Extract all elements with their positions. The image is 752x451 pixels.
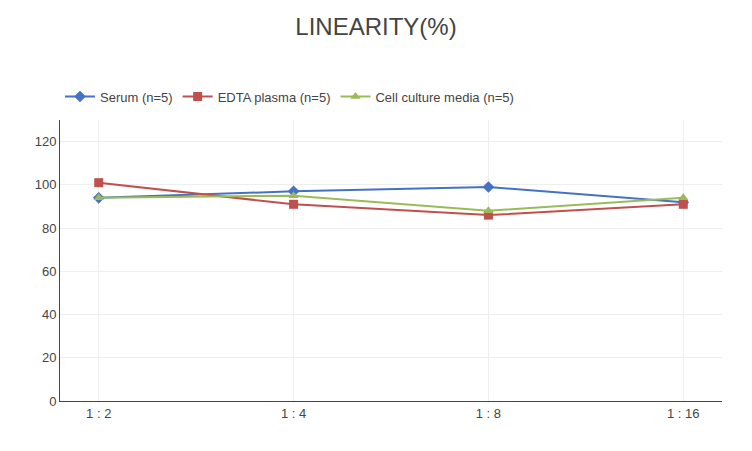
svg-text:Serum (n=5): Serum (n=5) (100, 90, 173, 105)
svg-text:100: 100 (35, 177, 57, 192)
svg-text:20: 20 (42, 350, 56, 365)
svg-text:1 : 4: 1 : 4 (281, 406, 306, 421)
svg-text:80: 80 (42, 221, 56, 236)
svg-text:60: 60 (42, 264, 56, 279)
svg-text:EDTA plasma (n=5): EDTA plasma (n=5) (218, 90, 331, 105)
svg-text:1 : 2: 1 : 2 (86, 406, 111, 421)
svg-text:1 : 8: 1 : 8 (476, 406, 501, 421)
svg-text:0: 0 (49, 394, 56, 409)
svg-text:1 : 16: 1 : 16 (667, 406, 700, 421)
svg-text:LINEARITY(%): LINEARITY(%) (295, 13, 456, 40)
svg-text:40: 40 (42, 307, 56, 322)
svg-text:120: 120 (35, 134, 57, 149)
svg-text:Cell culture media (n=5): Cell culture media (n=5) (375, 90, 513, 105)
